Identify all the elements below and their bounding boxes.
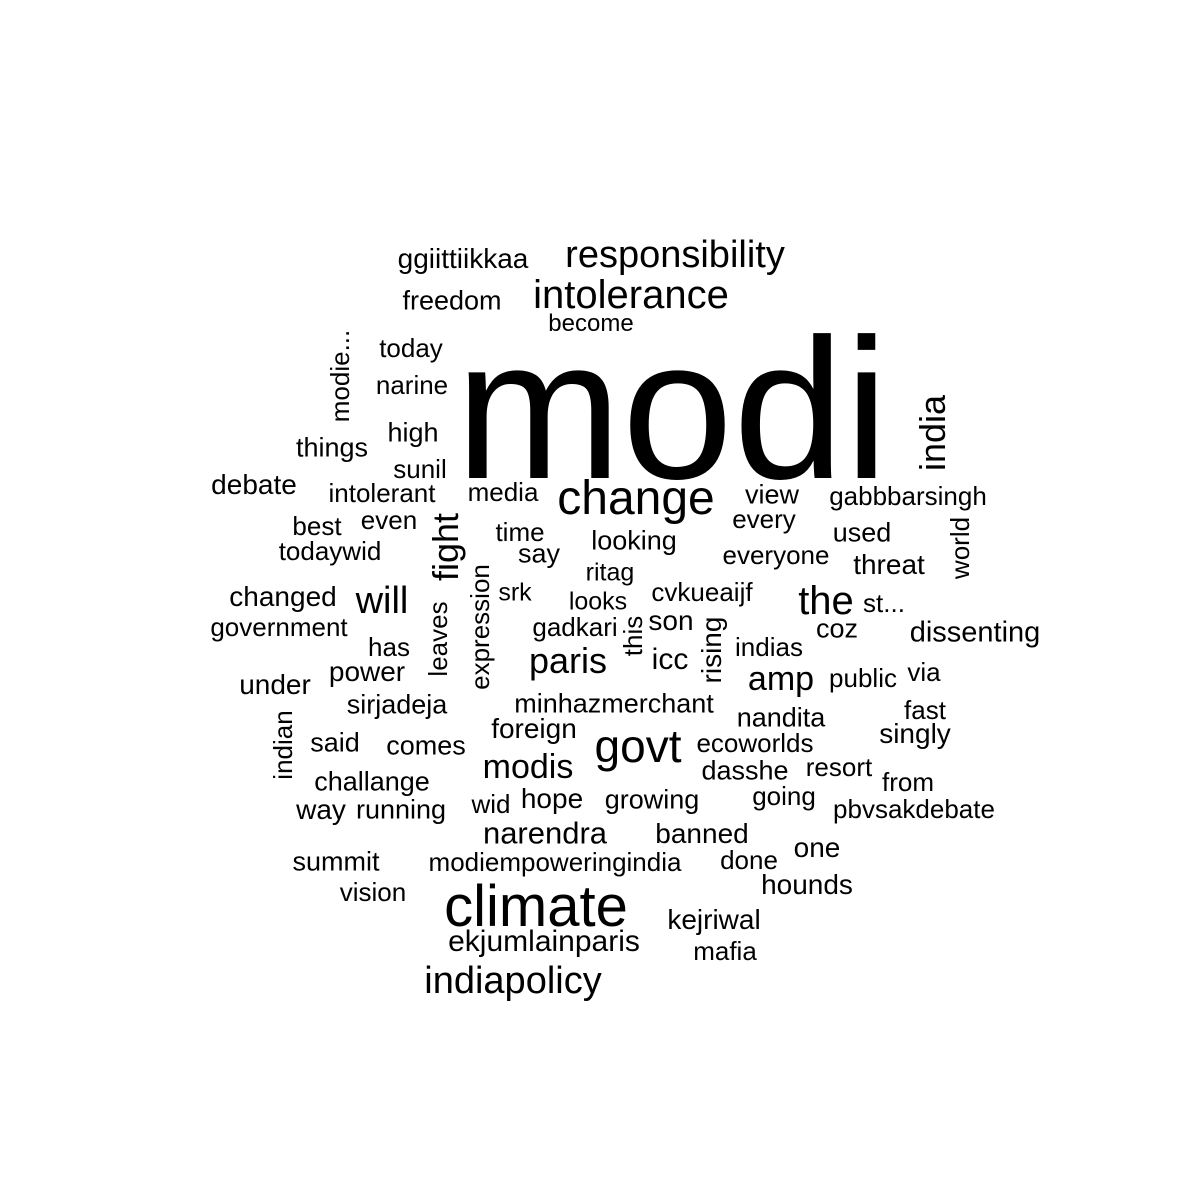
word: comes xyxy=(386,730,466,761)
word: ggiittiikkaa xyxy=(397,243,529,274)
word: things xyxy=(295,432,369,463)
word: cvkueaijf xyxy=(651,577,753,607)
word: freedom xyxy=(402,285,502,316)
word: summit xyxy=(292,846,380,877)
word: challange xyxy=(314,766,430,797)
word: will xyxy=(355,580,409,622)
word: threat xyxy=(853,549,925,580)
word: kejriwal xyxy=(667,904,761,935)
word: mafia xyxy=(693,936,757,966)
word: modie... xyxy=(325,329,355,423)
word: the xyxy=(798,579,854,623)
word: today xyxy=(379,333,443,363)
word: banned xyxy=(655,818,749,849)
word: time xyxy=(495,517,545,547)
word: used xyxy=(832,517,892,548)
word: intolerance xyxy=(533,273,729,317)
word: foreign xyxy=(491,713,577,744)
word: rising xyxy=(696,616,727,684)
word: this xyxy=(618,615,648,657)
word: climate xyxy=(444,874,628,939)
word: vision xyxy=(339,877,407,907)
word: narine xyxy=(375,370,449,400)
word: from xyxy=(882,767,934,797)
word: todaywid xyxy=(278,536,382,566)
word: indiapolicy xyxy=(424,960,602,1002)
word: dasshe xyxy=(701,755,789,786)
word: fight xyxy=(425,512,466,582)
word: best xyxy=(292,511,342,541)
word: growing xyxy=(604,784,700,815)
word: sunil xyxy=(393,454,447,484)
word: singly xyxy=(879,718,951,749)
word: view xyxy=(744,479,800,510)
word: india xyxy=(912,394,953,472)
word: going xyxy=(752,781,816,811)
word: ritag xyxy=(585,558,635,587)
word: changed xyxy=(229,581,337,612)
word: srk xyxy=(498,578,532,607)
word: running xyxy=(355,794,447,825)
word: dissenting xyxy=(909,616,1041,649)
word: govt xyxy=(594,720,682,772)
word: coz xyxy=(815,613,859,644)
word: st... xyxy=(863,588,905,618)
word: responsibility xyxy=(565,234,785,276)
word: indias xyxy=(735,632,803,662)
word: even xyxy=(360,505,418,535)
word: high xyxy=(387,417,439,448)
word: sirjadeja xyxy=(346,689,448,720)
word: modiempoweringindia xyxy=(428,847,682,877)
word: looking xyxy=(591,525,677,556)
word: nandita xyxy=(736,702,826,733)
word: minhazmerchant xyxy=(514,688,714,719)
word: looks xyxy=(568,587,628,616)
word: narendra xyxy=(482,815,608,851)
word: gabbbarsingh xyxy=(829,481,987,511)
word: way xyxy=(296,794,346,825)
word: ecoworlds xyxy=(696,728,814,758)
word: public xyxy=(829,663,897,693)
word: resort xyxy=(805,752,873,782)
word: expression xyxy=(465,564,495,690)
word: one xyxy=(793,832,841,863)
word: under xyxy=(239,669,311,700)
word: hounds xyxy=(761,869,853,900)
word: world xyxy=(945,516,975,580)
word: everyone xyxy=(722,540,830,570)
word: via xyxy=(907,657,941,687)
word: amp xyxy=(747,660,815,698)
word: intolerant xyxy=(328,478,436,508)
word: son xyxy=(648,605,694,636)
word: done xyxy=(720,845,778,875)
word: modi xyxy=(455,298,889,521)
word: modis xyxy=(482,748,574,786)
word: fast xyxy=(904,695,946,725)
word: debate xyxy=(211,469,297,500)
word: leaves xyxy=(423,601,453,677)
word: gadkari xyxy=(532,612,618,642)
word: ekjumlainparis xyxy=(448,925,640,958)
word: paris xyxy=(528,640,608,681)
word: indian xyxy=(268,710,298,780)
word: change xyxy=(557,472,715,525)
word: wid xyxy=(471,789,511,819)
word: every xyxy=(732,504,796,534)
word: say xyxy=(517,538,561,569)
word: government xyxy=(210,612,348,642)
word: has xyxy=(368,632,410,662)
word: pbvsakdebate xyxy=(833,794,995,824)
word: become xyxy=(548,310,634,337)
word: said xyxy=(310,727,360,758)
word: power xyxy=(328,656,406,687)
word: hope xyxy=(520,783,584,814)
word: icc xyxy=(651,643,689,676)
word: media xyxy=(467,477,539,507)
